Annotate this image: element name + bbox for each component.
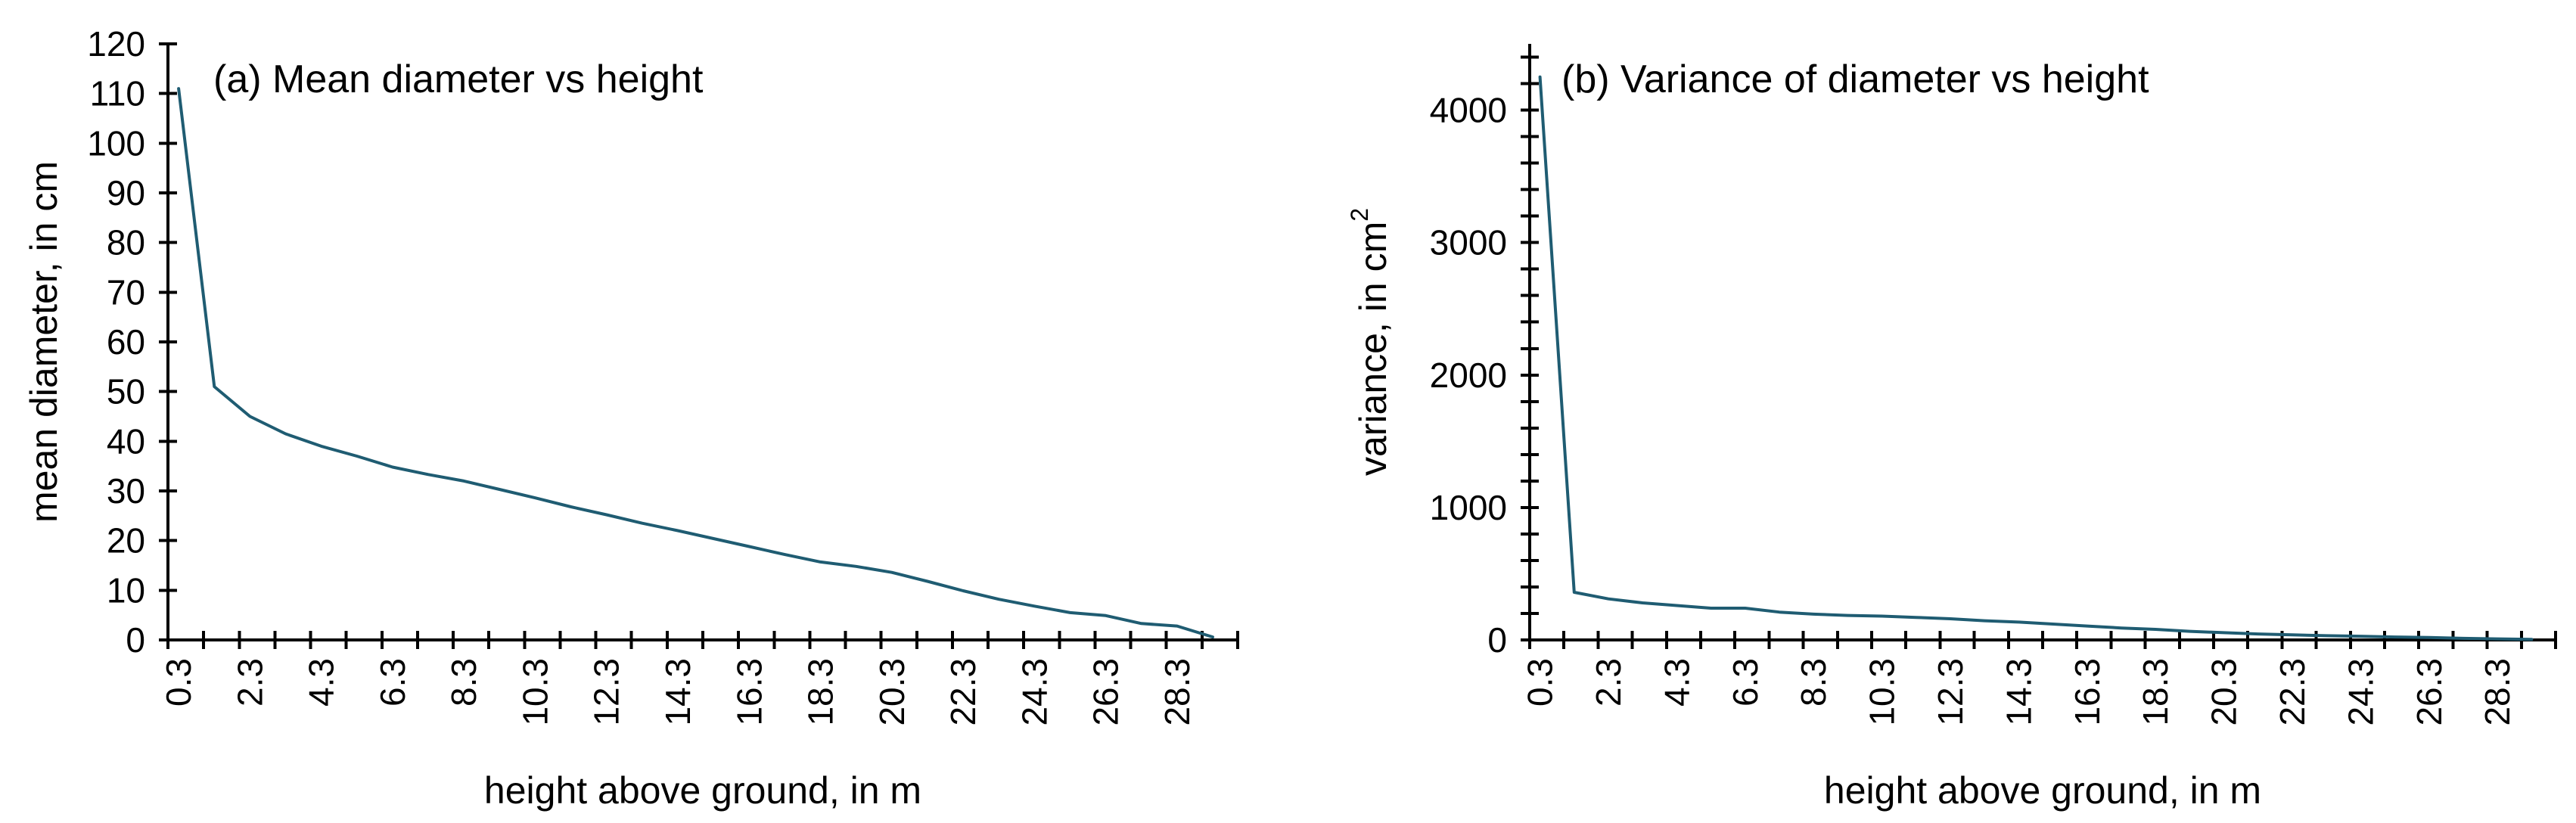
x-tick-label: 10.3 [1863,658,1902,726]
x-tick-label: 28.3 [2478,658,2517,726]
x-axis-title: height above ground, in m [484,769,921,812]
y-tick-label: 20 [107,521,145,561]
y-tick-label: 3000 [1430,223,1507,262]
x-tick-label: 4.3 [302,658,341,707]
chart-panel-b: 0.3 2.3 4.3 6.3 8.3 10.3 12.3 14.3 16.3 18.3 20.3 2… [1346,44,2557,812]
y-tick-label: 10 [107,570,145,610]
x-tick-label: 12.3 [587,658,626,726]
y-tick-label: 4000 [1430,91,1507,130]
y-tick-label: 80 [107,223,145,262]
y-tick-label: 40 [107,421,145,461]
x-tick-label: 14.3 [658,658,698,726]
chart-panel-a: 0.3 2.3 4.3 6.3 8.3 10.3 12.3 14.3 16.3 18.3 20.3 2… [23,24,1239,812]
y-tick-label: 0 [126,620,145,660]
series-line [177,87,1214,639]
x-tick-label: 16.3 [2068,658,2107,726]
x-tick-label: 6.3 [373,658,412,707]
chart-title: (b) Variance of diameter vs height [1561,57,2149,101]
y-tick-label: 60 [107,322,145,362]
x-tick-label: 0.3 [159,658,198,707]
y-tick-label: 100 [87,123,145,163]
chart-title: (a) Mean diameter vs height [213,57,704,101]
y-tick-label: 120 [87,24,145,64]
x-tick-label: 0.3 [1521,658,1560,707]
x-tick-label: 6.3 [1726,658,1765,707]
x-tick-label: 28.3 [1157,658,1197,726]
x-tick-label: 8.3 [444,658,483,707]
y-axis-title: mean diameter, in cm [23,161,65,523]
y-axis-title-text: variance, in cm [1352,222,1394,476]
y-tick-label: 30 [107,471,145,511]
x-tick-label: 2.3 [1589,658,1628,707]
x-tick-label: 16.3 [729,658,769,726]
x-tick-label: 2.3 [230,658,269,707]
x-tick-label: 20.3 [2205,658,2244,726]
x-tick-label: 20.3 [872,658,912,726]
x-tick-label: 18.3 [2136,658,2175,726]
x-tick-label: 18.3 [801,658,841,726]
x-tick-label: 14.3 [1999,658,2038,726]
x-tick-label: 26.3 [2410,658,2449,726]
x-tick-label: 22.3 [2273,658,2312,726]
x-tick-label: 22.3 [943,658,983,726]
x-tick-label: 4.3 [1657,658,1696,707]
x-tick-label: 24.3 [2341,658,2380,726]
y-tick-label: 70 [107,272,145,312]
x-tick-label: 24.3 [1015,658,1054,726]
x-tick-label: 12.3 [1931,658,1970,726]
y-tick-label: 1000 [1430,488,1507,527]
y-axis-title-superscript: 2 [1346,208,1373,222]
y-tick-label: 50 [107,372,145,412]
y-tick-label: 2000 [1430,356,1507,395]
x-axis-title: height above ground, in m [1824,769,2261,812]
y-axis-title-text: mean diameter, in cm [23,161,65,523]
x-tick-label: 10.3 [515,658,555,726]
series-line [1538,75,2534,641]
y-tick-label: 90 [107,173,145,213]
x-tick-label: 8.3 [1794,658,1833,707]
y-tick-label: 0 [1487,620,1507,660]
y-tick-label: 110 [90,74,145,113]
y-axis-title: variance, in cm2 [1346,208,1394,476]
x-tick-label: 26.3 [1086,658,1126,726]
